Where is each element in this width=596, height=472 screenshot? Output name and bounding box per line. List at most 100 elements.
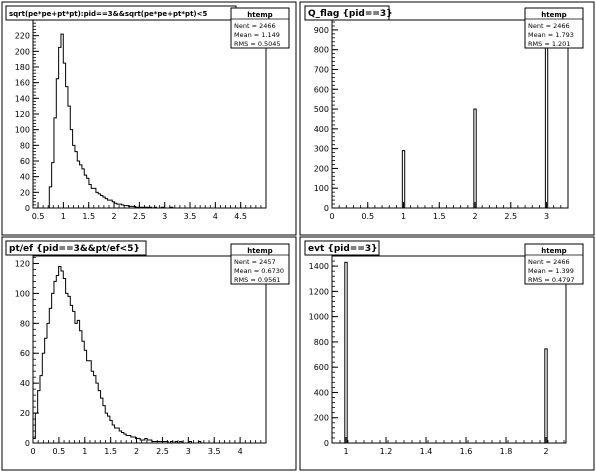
x-tick-label: 2 (472, 212, 477, 221)
stats-line: Mean = 1.149 (234, 31, 280, 39)
histogram-panel-4: 1 1.2 1.4 1.6 1.8 2 0 200 400 600 800 1000 1200 1400 e… (299, 236, 595, 471)
stats-line: RMS = 0.4797 (528, 276, 575, 284)
y-tick-label: 100 (15, 289, 30, 298)
y-tick-label: 180 (15, 63, 30, 72)
y-tick-label: 200 (314, 164, 329, 173)
chart-title: sqrt(pe*pe+pt*pt):pid==3&&sqrt(pe*pe+pt*… (9, 10, 207, 18)
y-tick-label: 200 (15, 47, 30, 56)
stats-line: Mean = 1.793 (528, 31, 574, 39)
stats-line: Nent = 2466 (528, 258, 570, 266)
stats-title: htemp (247, 11, 272, 19)
y-tick-label: 40 (20, 173, 30, 182)
y-tick-label: 1200 (309, 287, 329, 296)
stats-title: htemp (541, 11, 566, 19)
y-tick-label: 600 (314, 85, 329, 94)
x-tick-label: 2.5 (133, 212, 146, 221)
y-tick-label: 0 (324, 204, 329, 213)
y-tick-label: 300 (314, 145, 329, 154)
x-tick-label: 3.5 (208, 447, 221, 456)
y-tick-label: 400 (314, 125, 329, 134)
y-tick-label: 700 (314, 65, 329, 74)
x-tick-label: 2 (134, 447, 139, 456)
x-tick-label: 2 (543, 447, 548, 456)
title-box (304, 240, 380, 256)
stats-title: htemp (541, 247, 566, 255)
x-tick-label: 1 (82, 447, 87, 456)
stats-line: Nent = 2457 (234, 258, 276, 266)
y-tick-label: 40 (20, 379, 30, 388)
y-tick-label: 400 (314, 388, 329, 397)
y-tick-label: 0 (25, 204, 30, 213)
y-tick-label: 220 (15, 32, 30, 41)
x-tick-label: 0 (30, 447, 35, 456)
stats-box (230, 7, 290, 49)
y-tick-label: 800 (314, 338, 329, 347)
x-tick-label: 1.4 (420, 447, 433, 456)
x-tick-label: 0 (329, 212, 334, 221)
x-tick-label: 2.5 (156, 447, 169, 456)
y-tick-label: 60 (20, 349, 30, 358)
stats-box (524, 243, 584, 285)
x-tick-label: 1.5 (433, 212, 446, 221)
y-tick-label: 20 (20, 188, 30, 197)
x-tick-label: 2.5 (504, 212, 517, 221)
y-tick-label: 80 (20, 319, 30, 328)
y-tick-label: 100 (314, 184, 329, 193)
y-tick-label: 1000 (309, 313, 329, 322)
y-tick-label: 500 (314, 105, 329, 114)
x-tick-label: 0.5 (53, 447, 66, 456)
stats-line: Nent = 2466 (234, 22, 276, 30)
y-tick-label: 120 (15, 259, 30, 268)
x-tick-label: 1.2 (380, 447, 393, 456)
histogram-outline (32, 265, 266, 444)
stats-box (230, 243, 290, 285)
stats-line: Mean = 1.399 (528, 267, 574, 275)
histogram-panel-2: 0 0.5 1 1.5 2 2.5 3 0 100 200 300 400 500 600 700 800 90… (299, 1, 595, 236)
plot-frame (331, 19, 569, 209)
stats-line: RMS = 1.201 (528, 40, 570, 48)
y-tick-label: 0 (25, 439, 30, 448)
y-tick-label: 120 (15, 110, 30, 119)
y-tick-label: 600 (314, 363, 329, 372)
chart-title: evt {pid==3} (308, 244, 378, 254)
x-tick-label: 1 (401, 212, 406, 221)
x-tick-label: 0.5 (32, 212, 45, 221)
y-tick-label: 140 (15, 94, 30, 103)
stats-box (524, 7, 584, 49)
x-tick-label: 1.6 (460, 447, 473, 456)
chart-title: Q_flag {pid==3} (308, 9, 393, 19)
title-box (304, 5, 390, 21)
y-tick-label: 0 (324, 439, 329, 448)
x-tick-label: 3 (544, 212, 549, 221)
x-tick-label: 4 (213, 212, 218, 221)
x-tick-label: 0.5 (361, 212, 374, 221)
x-tick-label: 3 (162, 212, 167, 221)
plot-frame (32, 255, 267, 444)
y-tick-label: 900 (314, 26, 329, 35)
y-tick-label: 1400 (309, 262, 329, 271)
histogram-panel-1: 0.5 1 1.5 2 2.5 3 3.5 4 4.5 0 20 40 60 80 100 120 140 160… (1, 1, 297, 236)
y-tick-label: 60 (20, 157, 30, 166)
y-tick-label: 200 (314, 414, 329, 423)
x-tick-label: 1 (343, 447, 348, 456)
x-tick-label: 1 (61, 212, 66, 221)
stats-line: Nent = 2466 (528, 22, 570, 30)
x-tick-label: 4.5 (234, 212, 247, 221)
plot-frame (331, 255, 567, 444)
stats-line: RMS = 0.5045 (234, 40, 281, 48)
x-tick-label: 4 (238, 447, 243, 456)
title-box (5, 240, 147, 256)
stats-line: Mean = 0.6730 (234, 267, 284, 275)
y-tick-label: 800 (314, 46, 329, 55)
x-tick-label: 3.5 (184, 212, 197, 221)
x-tick-label: 2 (111, 212, 116, 221)
x-tick-label: 1.5 (104, 447, 117, 456)
chart-title: pt/ef {pid==3&&pt/ef<5} (9, 244, 140, 254)
y-tick-label: 20 (20, 409, 30, 418)
histogram-outline (33, 33, 266, 209)
y-tick-label: 160 (15, 79, 30, 88)
stats-title: htemp (247, 247, 272, 255)
x-tick-label: 3 (186, 447, 191, 456)
